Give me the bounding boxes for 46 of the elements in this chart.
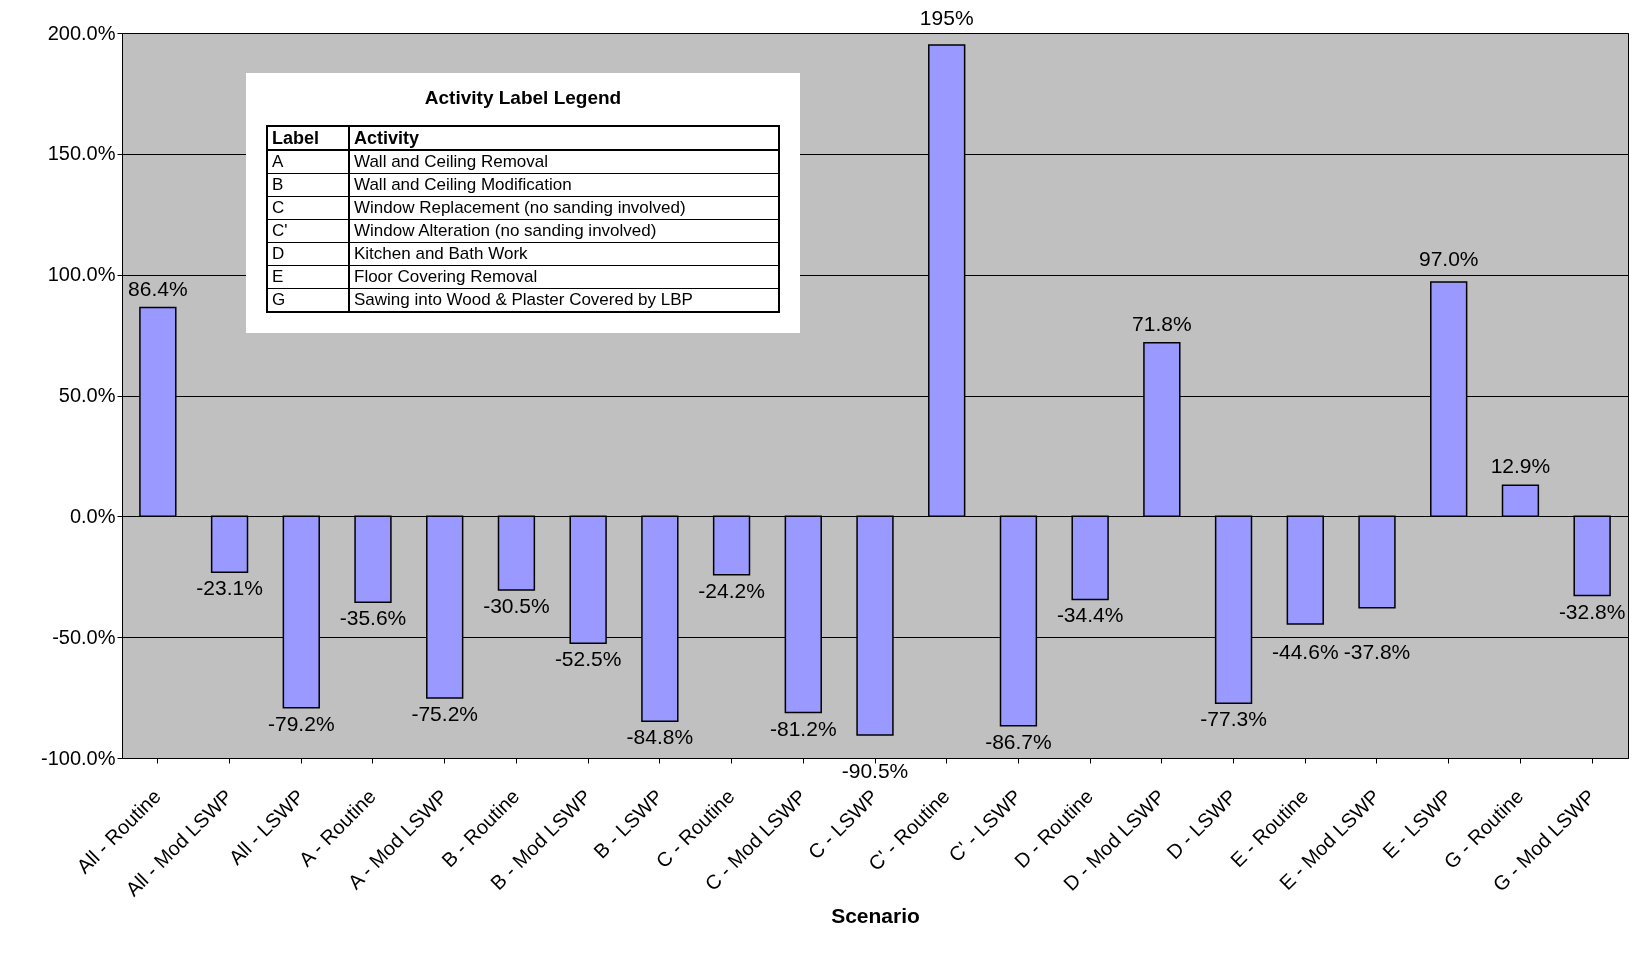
y-tick-label: 100.0% [47, 263, 116, 286]
annotation: Window Alteration (no sanding involved) [349, 219, 779, 243]
data-label: 86.4% [128, 276, 188, 300]
data-label: -23.1% [196, 576, 263, 600]
data-label: 97.0% [1418, 246, 1479, 270]
data-label: 71.8% [1132, 311, 1192, 335]
y-tick-label: -100.0% [41, 746, 116, 769]
annotation: Activity Label Legend [423, 87, 623, 109]
data-label: -84.8% [626, 725, 694, 749]
data-label: 195% [919, 6, 974, 30]
annotation: E [267, 265, 349, 289]
data-label: -79.2% [268, 711, 335, 735]
annotation: C' [267, 219, 349, 243]
y-tick-label: 150.0% [47, 142, 116, 165]
annotation: Wall and Ceiling Removal [349, 150, 779, 174]
data-label: -30.5% [483, 594, 550, 618]
annotation: B [267, 173, 349, 197]
data-label: -44.6% [1272, 640, 1339, 664]
y-tick-label: 200.0% [47, 21, 116, 44]
y-tick-label: 0.0% [69, 504, 116, 527]
data-label: -81.2% [770, 716, 837, 740]
annotation: G [267, 288, 349, 312]
data-label: -75.2% [411, 702, 478, 726]
annotation: A [267, 150, 349, 174]
y-tick-label: -50.0% [52, 625, 116, 648]
annotation: C [267, 196, 349, 220]
data-label: -24.2% [698, 578, 765, 602]
data-label: -90.5% [841, 759, 909, 783]
data-label: -35.6% [339, 606, 407, 630]
data-label: 12.9% [1490, 454, 1551, 478]
x-axis-title: Scenario [831, 904, 920, 928]
annotation: Activity [349, 126, 779, 150]
data-label: -32.8% [1558, 599, 1626, 623]
annotation: Floor Covering Removal [349, 265, 779, 289]
annotation: Label [267, 126, 349, 150]
y-tick-label: 50.0% [58, 384, 116, 406]
annotation: Wall and Ceiling Modification [349, 173, 779, 197]
data-label: -86.7% [985, 729, 1052, 753]
data-label: -34.4% [1056, 603, 1124, 627]
data-label: -77.3% [1200, 707, 1267, 731]
annotation: Window Replacement (no sanding involved) [349, 196, 779, 220]
data-label: -52.5% [554, 647, 622, 671]
data-label: -37.8% [1343, 639, 1411, 663]
annotation: Kitchen and Bath Work [349, 242, 779, 266]
annotation: D [267, 242, 349, 266]
annotation: Sawing into Wood & Plaster Covered by LBP [349, 288, 779, 312]
